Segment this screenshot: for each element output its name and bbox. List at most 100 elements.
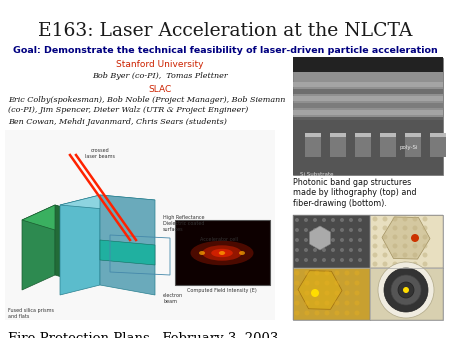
Circle shape [423,252,427,258]
Circle shape [413,262,418,266]
Circle shape [392,252,397,258]
Circle shape [373,225,378,231]
Circle shape [305,270,310,275]
Circle shape [331,218,335,222]
Bar [293,268,370,320]
Circle shape [402,252,408,258]
Circle shape [305,311,310,315]
Bar [293,215,443,320]
Circle shape [355,281,360,286]
Bar [293,57,443,72]
Circle shape [313,248,317,252]
Circle shape [294,300,300,306]
Circle shape [413,217,418,221]
Text: E163: Laser Acceleration at the NLCTA: E163: Laser Acceleration at the NLCTA [38,22,412,40]
Circle shape [345,300,350,306]
Circle shape [331,238,335,242]
Circle shape [304,238,308,242]
Circle shape [373,262,378,266]
Circle shape [345,290,350,295]
Bar [355,137,371,157]
Circle shape [423,217,427,221]
Text: High Reflectance
Dielectric coated
surfaces: High Reflectance Dielectric coated surfa… [163,215,204,232]
Circle shape [334,311,339,315]
Circle shape [373,252,378,258]
Circle shape [340,238,344,242]
Circle shape [402,225,408,231]
Circle shape [334,290,339,295]
Circle shape [349,248,353,252]
Circle shape [403,287,409,293]
Circle shape [304,258,308,262]
Circle shape [322,258,326,262]
Ellipse shape [190,241,253,265]
Circle shape [392,225,397,231]
Circle shape [413,252,418,258]
Bar [430,137,446,157]
Circle shape [295,258,299,262]
Text: (co-PI), Jim Spencer, Dieter Walz (UTR & Project Engineer): (co-PI), Jim Spencer, Dieter Walz (UTR &… [8,106,248,114]
Circle shape [423,235,427,240]
Circle shape [358,228,362,232]
Circle shape [294,311,300,315]
Circle shape [423,225,427,231]
Circle shape [313,238,317,242]
Bar [293,110,443,115]
Circle shape [315,300,319,306]
Circle shape [373,235,378,240]
Circle shape [295,228,299,232]
Circle shape [315,311,319,315]
Circle shape [295,248,299,252]
Text: Goal: Demonstrate the technical feasibility of laser-driven particle acceleratio: Goal: Demonstrate the technical feasibil… [13,46,437,55]
Text: Eric Colby(spokesman), Bob Noble (Project Manager), Bob Siemann: Eric Colby(spokesman), Bob Noble (Projec… [8,96,285,104]
Circle shape [331,248,335,252]
Ellipse shape [219,251,225,255]
Circle shape [345,270,350,275]
Bar [293,96,443,101]
Circle shape [324,311,329,315]
Circle shape [413,235,418,240]
Text: Ben Cowan, Mehdi Javanmard, Chris Sears (students): Ben Cowan, Mehdi Javanmard, Chris Sears … [8,118,227,126]
Circle shape [373,217,378,221]
Text: Computed Field Intensity (E): Computed Field Intensity (E) [187,288,257,293]
Circle shape [340,258,344,262]
Circle shape [294,290,300,295]
Circle shape [358,248,362,252]
Circle shape [402,217,408,221]
Circle shape [340,228,344,232]
Circle shape [315,290,319,295]
Circle shape [358,258,362,262]
Bar [175,220,270,285]
Bar [430,133,446,137]
Circle shape [373,243,378,248]
Text: electron
beam: electron beam [163,293,183,304]
Bar [355,133,371,137]
Circle shape [349,218,353,222]
Circle shape [294,270,300,275]
Circle shape [402,243,408,248]
Circle shape [305,281,310,286]
Circle shape [324,270,329,275]
Text: Photonic band gap structures
made by lithography (top) and
fiber-drawing (bottom: Photonic band gap structures made by lit… [293,178,417,208]
Text: Accelerator cell: Accelerator cell [200,237,238,242]
Bar [293,58,443,175]
Text: crossed
laser beams: crossed laser beams [85,148,115,159]
Circle shape [382,243,387,248]
Circle shape [305,290,310,295]
Ellipse shape [239,251,245,255]
Bar [405,133,421,137]
Bar [380,133,396,137]
Circle shape [294,281,300,286]
Circle shape [334,281,339,286]
Circle shape [355,290,360,295]
Text: Bob Byer (co-PI),  Tomas Plettner: Bob Byer (co-PI), Tomas Plettner [92,72,228,80]
Circle shape [349,238,353,242]
Bar [293,215,370,268]
Circle shape [358,218,362,222]
Polygon shape [22,205,55,290]
Circle shape [382,262,387,266]
Ellipse shape [202,245,242,261]
Circle shape [295,218,299,222]
Circle shape [334,300,339,306]
Bar [370,215,443,268]
